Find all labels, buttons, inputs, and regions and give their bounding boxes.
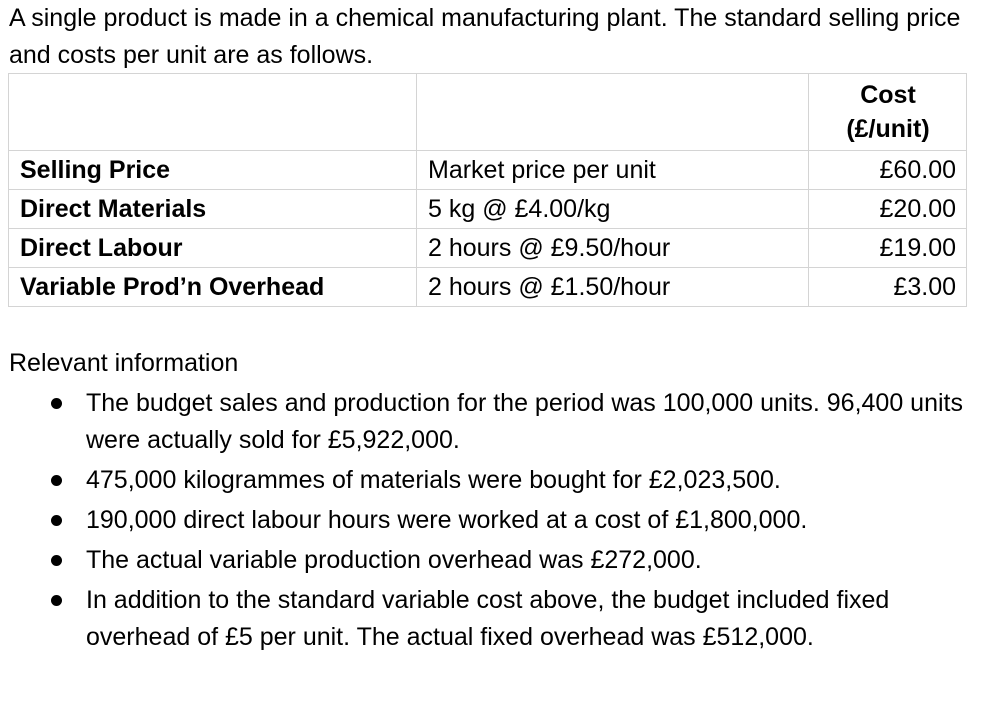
row-cost: £60.00 bbox=[808, 150, 967, 190]
row-cost: £19.00 bbox=[808, 228, 967, 268]
bullet-icon bbox=[51, 595, 62, 606]
list-item: The budget sales and production for the … bbox=[0, 385, 975, 459]
row-description: Market price per unit bbox=[416, 150, 809, 190]
row-description: 2 hours @ £1.50/hour bbox=[416, 267, 809, 307]
list-item: 475,000 kilogrammes of materials were bo… bbox=[0, 462, 975, 499]
row-item: Direct Labour bbox=[8, 228, 417, 268]
bullet-icon bbox=[51, 555, 62, 566]
row-cost: £3.00 bbox=[808, 267, 967, 307]
list-item-text: 190,000 direct labour hours were worked … bbox=[86, 506, 808, 534]
relevant-information-heading: Relevant information bbox=[9, 349, 239, 377]
list-item: 190,000 direct labour hours were worked … bbox=[0, 502, 975, 539]
bullet-icon bbox=[51, 515, 62, 526]
header-cost-unit: (£/unit) bbox=[846, 115, 930, 143]
list-item: The actual variable production overhead … bbox=[0, 542, 975, 579]
row-description: 5 kg @ £4.00/kg bbox=[416, 189, 809, 229]
bullet-icon bbox=[51, 398, 62, 409]
intro-paragraph: A single product is made in a chemical m… bbox=[9, 4, 961, 69]
row-cost: £20.00 bbox=[808, 189, 967, 229]
list-item-text: 475,000 kilogrammes of materials were bo… bbox=[86, 466, 781, 494]
row-item: Selling Price bbox=[8, 150, 417, 190]
row-description: 2 hours @ £9.50/hour bbox=[416, 228, 809, 268]
bullet-icon bbox=[51, 475, 62, 486]
table-header-row: Cost (£/unit) bbox=[8, 73, 967, 151]
list-item-text: The budget sales and production for the … bbox=[86, 389, 963, 454]
cost-table: Cost (£/unit) Selling Price Market price… bbox=[8, 73, 967, 307]
header-item-cell bbox=[8, 73, 417, 151]
table-row: Direct Labour 2 hours @ £9.50/hour £19.0… bbox=[8, 228, 967, 268]
header-cost-cell: Cost (£/unit) bbox=[808, 73, 967, 151]
table-row: Variable Prod’n Overhead 2 hours @ £1.50… bbox=[8, 267, 967, 307]
information-list: The budget sales and production for the … bbox=[0, 385, 975, 659]
header-description-cell bbox=[416, 73, 809, 151]
row-item: Direct Materials bbox=[8, 189, 417, 229]
list-item: In addition to the standard variable cos… bbox=[0, 582, 975, 656]
list-item-text: In addition to the standard variable cos… bbox=[86, 586, 890, 651]
table-row: Selling Price Market price per unit £60.… bbox=[8, 150, 967, 190]
list-item-text: The actual variable production overhead … bbox=[86, 546, 702, 574]
header-cost-label: Cost bbox=[860, 81, 916, 109]
row-item: Variable Prod’n Overhead bbox=[8, 267, 417, 307]
table-row: Direct Materials 5 kg @ £4.00/kg £20.00 bbox=[8, 189, 967, 229]
